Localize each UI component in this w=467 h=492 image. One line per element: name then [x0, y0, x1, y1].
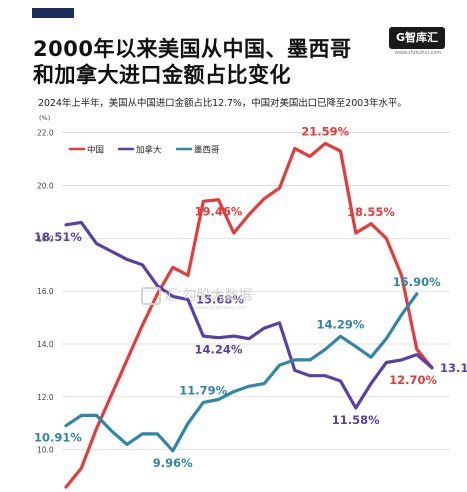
- brand-logo: G智库汇: [389, 27, 445, 49]
- series-line: [64, 220, 434, 410]
- data-label: 15.68%: [196, 293, 244, 307]
- watermark-text: 汇 勾股大数据: [164, 288, 253, 304]
- data-label: 11.58%: [332, 413, 380, 427]
- data-label: 18.51%: [34, 230, 82, 244]
- data-label: 19.46%: [195, 205, 243, 219]
- data-label: 13.10%: [440, 361, 467, 375]
- y-tick-label: 22.0: [37, 129, 54, 138]
- series-line: [64, 292, 419, 453]
- data-label: 14.24%: [195, 343, 243, 357]
- series-line: [64, 141, 434, 489]
- data-label: 21.59%: [301, 124, 349, 138]
- watermark-url: www.gogudata.com: [196, 305, 246, 311]
- data-label: 18.55%: [347, 205, 395, 219]
- y-tick-label: 14.0: [37, 340, 54, 349]
- watermark-icon: [141, 287, 161, 305]
- data-label: 12.70%: [389, 373, 437, 387]
- title-accent-bar: [32, 8, 74, 18]
- data-label: 11.79%: [179, 383, 227, 397]
- data-label: 14.29%: [317, 317, 365, 331]
- y-tick-label: 12.0: [37, 393, 54, 402]
- y-axis-unit: (%): [39, 114, 50, 122]
- legend-label: 墨西哥: [194, 146, 220, 156]
- brand-logo-url: www.zhikuhui.com: [394, 50, 442, 56]
- y-tick-label: 16.0: [37, 287, 54, 296]
- data-label: 15.90%: [393, 275, 441, 289]
- chart-title-line2: 和加拿大进口金额占比变化: [33, 63, 291, 87]
- y-tick-label: 20.0: [37, 181, 54, 190]
- legend-label: 加拿大: [136, 145, 162, 156]
- legend-label: 中国: [87, 145, 104, 156]
- data-label: 9.96%: [153, 456, 193, 470]
- data-label: 10.91%: [34, 431, 82, 445]
- chart-subtitle: 2024年上半年，美国从中国进口金额占比12.7%，中国对美国出口已降至2003…: [38, 98, 407, 109]
- y-tick-label: 18.0: [37, 234, 54, 243]
- y-tick-label: 10.0: [37, 446, 54, 455]
- chart-title-line1: 2000年以来美国从中国、墨西哥: [33, 37, 352, 61]
